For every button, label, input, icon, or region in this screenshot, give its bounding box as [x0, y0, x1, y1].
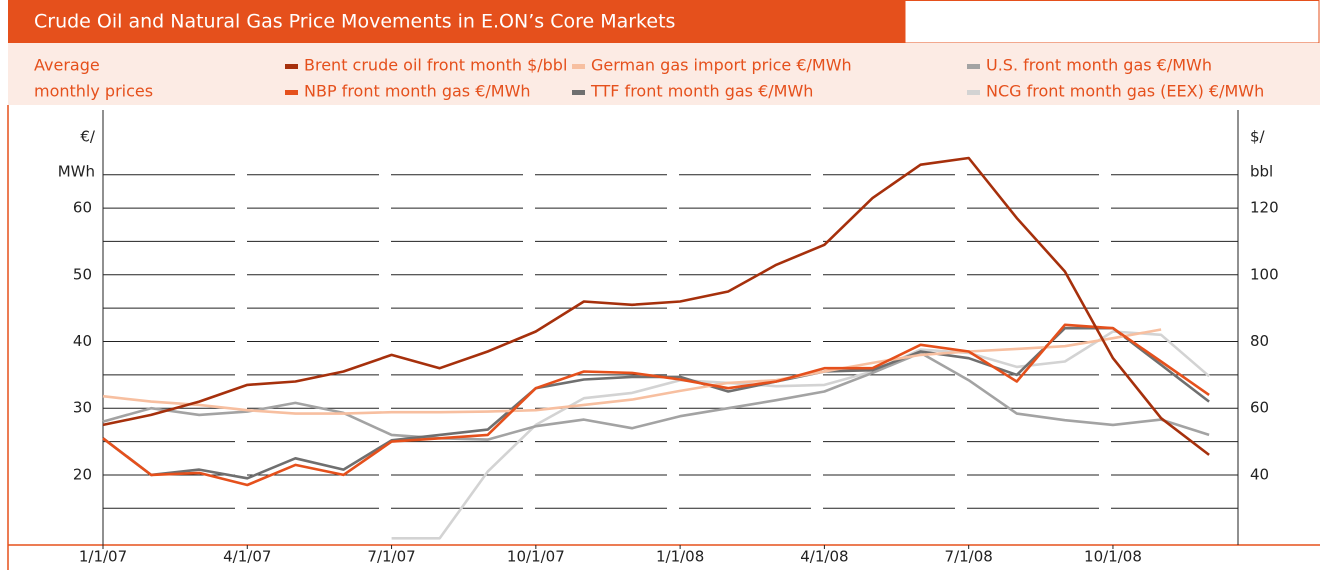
x-tick-label: 10/1/08: [1084, 548, 1142, 566]
y2-tick-label: 40: [1250, 465, 1269, 483]
y2-tick-label: 80: [1250, 332, 1269, 350]
series-line: [391, 330, 1210, 540]
legend-label: NBP front month gas €/MWh: [304, 82, 531, 101]
y2-tick-label: 100: [1250, 265, 1279, 283]
legend-label: NCG front month gas (EEX) €/MWh: [986, 82, 1264, 101]
legend-band: [8, 43, 1320, 105]
legend-marker: [967, 64, 980, 69]
y-tick-label: 30: [73, 399, 92, 417]
y-tick-label: 40: [73, 332, 92, 350]
x-tick-label: 4/1/07: [223, 548, 271, 566]
legend-label: U.S. front month gas €/MWh: [986, 56, 1212, 75]
x-tick-label: 7/1/08: [945, 548, 993, 566]
legend-marker: [285, 90, 298, 95]
legend-label: Brent crude oil front month $/bbl: [304, 56, 567, 75]
y-tick-label: 60: [73, 199, 92, 217]
series-line: [102, 323, 1210, 487]
y2-axis-label: bbl: [1250, 163, 1273, 181]
y-tick-label: 50: [73, 265, 92, 283]
x-tick-label: 7/1/07: [367, 548, 415, 566]
series-line: [102, 328, 1162, 415]
legend-marker: [967, 90, 980, 95]
y-axis-label: MWh: [58, 163, 95, 181]
y-axis-label: €/: [80, 128, 96, 146]
y-tick-label: 20: [73, 465, 92, 483]
legend-marker: [572, 90, 585, 95]
x-tick-label: 10/1/07: [507, 548, 565, 566]
y2-tick-label: 120: [1250, 199, 1279, 217]
title-bar-blank: [904, 0, 1320, 44]
legend-title: monthly prices: [34, 82, 153, 101]
series-line: [102, 351, 1210, 441]
y2-axis-label: $/: [1250, 128, 1266, 146]
legend-title: Average: [34, 56, 100, 75]
legend-label: German gas import price €/MWh: [591, 56, 852, 75]
x-tick-label: 1/1/07: [79, 548, 127, 566]
y2-tick-label: 60: [1250, 399, 1269, 417]
chart-title: Crude Oil and Natural Gas Price Movement…: [34, 11, 675, 33]
x-tick-label: 1/1/08: [656, 548, 704, 566]
legend-label: TTF front month gas €/MWh: [590, 82, 813, 101]
legend-marker: [572, 64, 585, 69]
x-tick-label: 4/1/08: [800, 548, 848, 566]
legend-marker: [285, 64, 298, 69]
series-line: [102, 156, 1210, 456]
title-bar: [8, 0, 905, 43]
